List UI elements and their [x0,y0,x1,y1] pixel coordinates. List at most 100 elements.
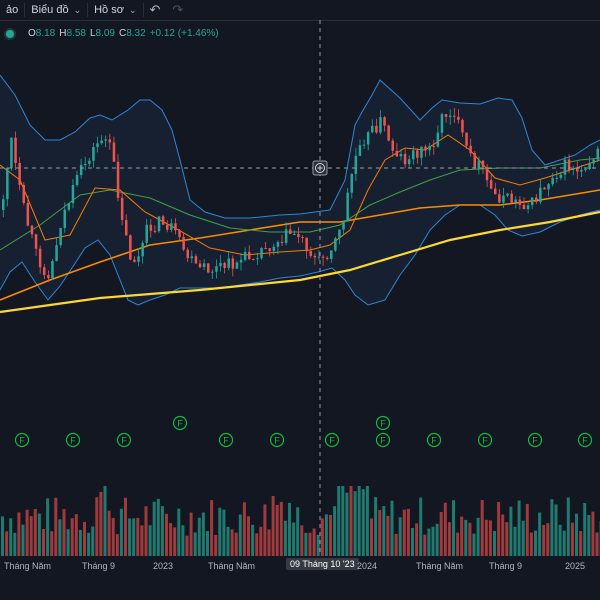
volume-bar [148,525,152,556]
volume-bar [575,513,578,556]
volume-bar [468,522,472,556]
candle-body [424,146,427,151]
financial-report-marker[interactable]: F [269,432,285,448]
candle-body [403,153,407,165]
candle-body [67,203,71,210]
chevron-down-icon: ⌄ [128,4,137,15]
candle-body [543,187,546,190]
financial-report-marker[interactable]: F [65,432,81,448]
candle-body [211,271,214,273]
profile-menu-button[interactable]: Hồ sơ ⌄ [88,0,142,20]
financial-report-marker[interactable]: F [527,432,543,448]
crosshair-plus-icon[interactable] [312,160,328,176]
marker-circle-icon [375,432,391,448]
candle-body [129,235,132,260]
candle-body [297,234,300,237]
volume-bar [316,534,320,556]
volume-bar [267,529,271,556]
axis-label: Tháng Năm [4,561,52,571]
candle-body [457,116,460,120]
candle-body [473,153,476,169]
candle-body [108,139,112,143]
candle-body [514,199,517,203]
volume-bar [501,514,505,556]
low-value: 8.09 [95,28,115,39]
candle-body [223,263,226,268]
marker-circle-icon [375,415,391,431]
candle-body [461,119,464,133]
axis-label: Tháng 9 [489,561,523,571]
candle-body [43,267,46,275]
undo-button[interactable]: ↶ [144,0,167,20]
marker-label: F [482,435,488,445]
candle-body [34,234,38,249]
financial-report-marker[interactable]: F [375,432,391,448]
volume-bar [579,531,583,556]
price-chart[interactable]: F F F F F F F F F F FF F [0,20,600,556]
bollinger-fill [0,75,600,305]
volume-bar [554,504,558,556]
candle-body [371,125,374,133]
financial-report-marker[interactable]: F [116,432,132,448]
candle-body [207,263,210,273]
volume-bar [521,520,525,556]
volume-bar [427,528,431,556]
financial-report-marker[interactable]: F [577,432,593,448]
candle-body [551,177,554,185]
candle-body [330,250,333,259]
financial-report-marker[interactable]: F [477,432,493,448]
candle-body [248,251,251,260]
volume-bar [140,525,144,556]
volume-bar [292,522,296,556]
candle-body [18,163,21,185]
volume-bar [460,516,464,556]
volume-bar [58,519,62,556]
redo-button[interactable]: ↷ [166,0,189,20]
volume-bar [452,500,455,556]
candle-body [317,256,321,258]
candle-body [383,117,386,126]
volume-bar [119,508,123,556]
volume-bar [476,517,480,556]
candle-body [30,225,34,235]
volume-bar [238,514,242,556]
volume-bar [505,522,509,556]
time-axis[interactable]: Tháng Năm Tháng 9 2023 Tháng Năm 09 Thán… [0,556,600,576]
candle-body [477,160,481,169]
candle-body [576,167,579,172]
volume-bar [197,517,201,556]
candle-body [149,224,153,231]
candle-body [170,223,173,230]
candle-body [498,194,501,203]
candle-body [38,248,42,268]
candle-body [416,150,419,158]
volume-bar [255,533,259,556]
volume-bar [169,523,173,556]
volume-bar [103,486,107,556]
top-toolbar: ảo Biểu đồ ⌄ Hồ sơ ⌄ ↶ ↷ [0,0,600,21]
candle-body [92,147,95,161]
financial-report-marker[interactable]: F [426,432,442,448]
menu-cut-item[interactable]: ảo [0,0,24,20]
volume-bar [87,532,91,556]
volume-bar [587,514,591,556]
financial-report-marker[interactable]: F [375,415,391,431]
financial-report-marker[interactable]: F [218,432,234,448]
candle-body [260,248,263,259]
candle-body [489,180,493,189]
volume-bar [493,530,496,556]
candle-body [51,261,54,279]
candle-body [190,256,194,259]
volume-bar [210,500,214,556]
candle-body [321,256,325,258]
financial-report-marker[interactable]: F [14,432,30,448]
candle-body [506,193,509,196]
financial-report-marker[interactable]: F [324,432,340,448]
volume-bar [341,486,345,556]
financial-report-marker[interactable]: F [172,415,188,431]
charts-menu-button[interactable]: Biểu đồ ⌄ [25,0,87,20]
marker-label: F [223,435,229,445]
candle-body [293,234,296,235]
volume-bar [337,486,341,556]
candle-body [350,173,353,193]
